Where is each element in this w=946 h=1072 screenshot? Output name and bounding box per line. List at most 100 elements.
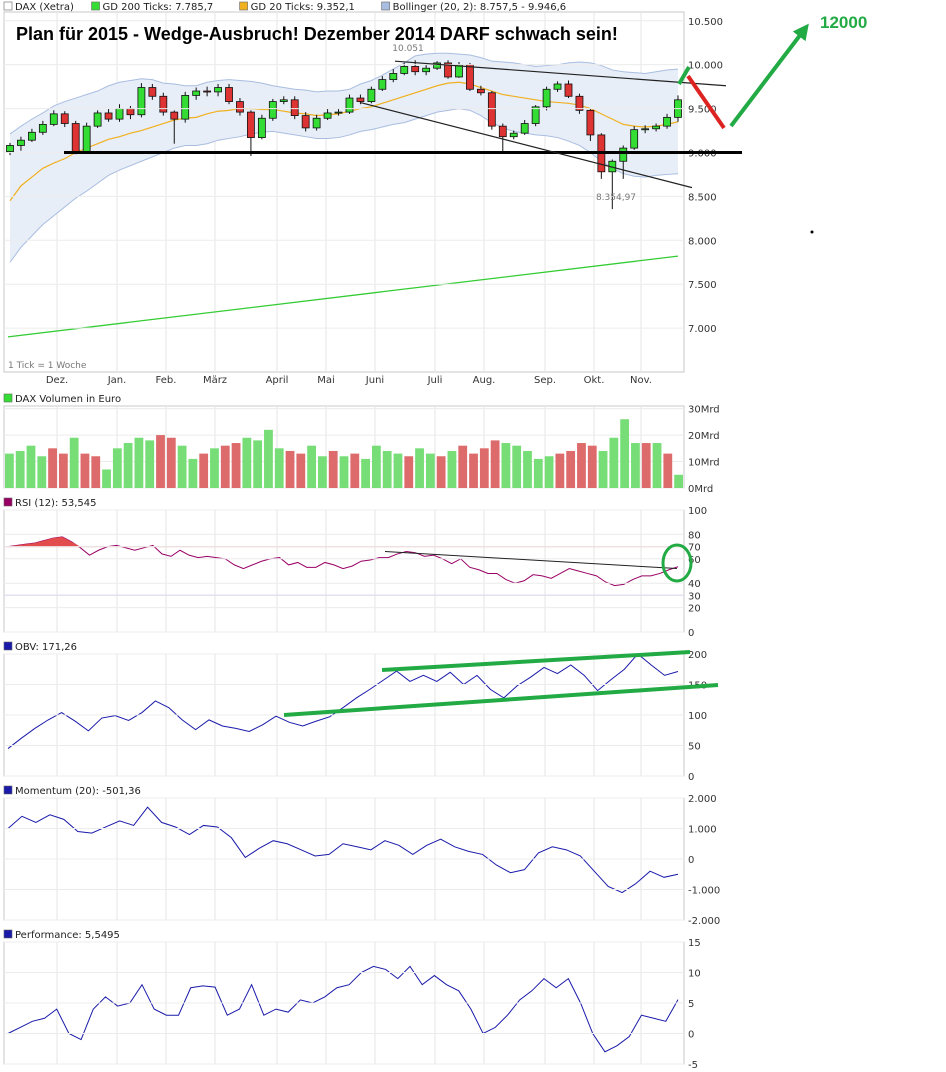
performance-line [7, 965, 679, 1053]
candle-body [170, 111, 179, 120]
y-tick-label: 100 [688, 711, 707, 722]
green-target-arrow [729, 23, 809, 128]
volume-bar [425, 453, 435, 488]
candle-body [378, 79, 387, 90]
volume-bar [102, 469, 111, 488]
volume-bar [242, 437, 252, 488]
volume-bar [199, 453, 209, 488]
volume-bar [674, 474, 683, 488]
legend-label: Bollinger (20, 2): 8.757,5 - 9.946,6 [393, 2, 567, 13]
candle-body [279, 99, 288, 102]
volume-bar [415, 448, 424, 488]
stray-dot [810, 230, 814, 234]
x-tick-label: Feb. [156, 375, 177, 386]
x-tick-label: Juni [365, 375, 384, 386]
legend-swatch [3, 929, 13, 939]
y-tick-label: 7.500 [688, 280, 717, 291]
candle-body [159, 95, 168, 113]
candle-body [619, 147, 628, 162]
legend-swatch [3, 785, 13, 795]
volume-bar [512, 445, 522, 488]
volume-bar [26, 445, 36, 488]
x-tick-label: Mai [317, 375, 335, 386]
bollinger-lower-line [9, 108, 679, 263]
y-tick-label: 30Mrd [688, 405, 720, 416]
candle-body [553, 83, 562, 90]
y-tick-label: 8.500 [688, 192, 717, 203]
y-tick-label: 10.000 [688, 61, 723, 72]
candle-body [520, 123, 529, 134]
volume-bar [350, 453, 360, 488]
candle-body [400, 66, 409, 74]
candle-body [28, 131, 36, 141]
volume-bar [220, 445, 230, 488]
volume-bar [371, 445, 381, 488]
volume-bar [501, 443, 511, 488]
panel-0 [3, 11, 685, 373]
wedge-lower-trendline [359, 101, 693, 189]
y-tick-label: 20Mrd [688, 431, 720, 442]
volume-bar [145, 440, 155, 488]
volume-bar [210, 448, 219, 488]
target-price-label: 12000 [820, 13, 867, 32]
candle-body [411, 66, 420, 73]
volume-bar [555, 453, 565, 488]
candle-body [498, 125, 507, 138]
volume-bar [382, 450, 392, 488]
volume-bar [328, 450, 338, 488]
candle-body [71, 123, 80, 153]
volume-bar [479, 448, 489, 488]
volume-bar [598, 450, 608, 488]
y-tick-label: 10Mrd [688, 458, 720, 469]
volume-bar [296, 453, 306, 488]
tick-note: 1 Tick = 1 Woche [8, 361, 87, 371]
candle-body [38, 123, 47, 133]
y-tick-label: 0 [688, 1030, 694, 1041]
rsi-trendline [384, 550, 678, 570]
volume-bar [91, 456, 101, 488]
legend-swatch [91, 1, 100, 11]
candle-body [334, 111, 343, 114]
panel-frame [3, 509, 685, 633]
volume-bar [156, 435, 165, 488]
legend-label: OBV: 171,26 [15, 642, 77, 653]
candle-body [290, 99, 299, 117]
x-tick-label: Aug. [473, 375, 496, 386]
volume-bar [134, 437, 144, 488]
volume-bar [339, 456, 349, 488]
volume-bar [123, 443, 133, 488]
candle-body [214, 87, 222, 93]
volume-bar [69, 437, 79, 488]
high-value-label: 10.051 [392, 44, 424, 54]
candle-body [531, 106, 540, 124]
legend-label: DAX Volumen in Euro [15, 394, 121, 405]
volume-bar [80, 453, 90, 488]
candle-body [148, 87, 157, 97]
y-tick-label: 5 [688, 999, 694, 1010]
candle-body [542, 88, 551, 108]
y-tick-label: 7.000 [688, 324, 717, 335]
candle-body [17, 139, 25, 146]
low-value-label: 8.354,97 [596, 193, 636, 203]
y-tick-label: -5 [688, 1060, 698, 1071]
volume-bar [361, 458, 370, 488]
legend-label: GD 20 Ticks: 9.352,1 [251, 2, 355, 13]
y-tick-label: 100 [688, 506, 707, 517]
obv-lower-channel-line [283, 683, 719, 717]
volume-bar [652, 443, 662, 488]
candle-body [641, 128, 650, 131]
volume-bar [112, 448, 122, 488]
y-tick-label: 10.500 [688, 17, 723, 28]
y-tick-label: 200 [688, 650, 707, 661]
red-decline-arrow-line [686, 74, 726, 130]
x-tick-label: Nov. [630, 375, 652, 386]
legend-swatch [381, 1, 390, 11]
legend-swatch [3, 1, 13, 11]
y-tick-label: 0 [688, 855, 694, 866]
volume-bar [37, 456, 47, 488]
candle-body [630, 129, 639, 149]
y-tick-label: 15 [688, 938, 701, 949]
candle-body [466, 64, 474, 90]
obv-upper-channel-line [381, 650, 691, 672]
ma200-line [7, 255, 679, 338]
